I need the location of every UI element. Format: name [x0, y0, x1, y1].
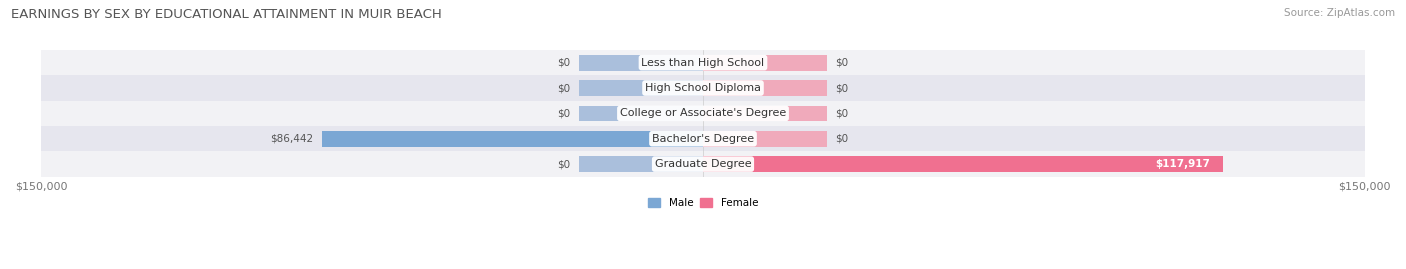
Text: $0: $0: [835, 58, 848, 68]
Legend: Male, Female: Male, Female: [644, 194, 762, 212]
Bar: [703, 55, 827, 70]
Text: High School Diploma: High School Diploma: [645, 83, 761, 93]
Text: $0: $0: [835, 108, 848, 118]
Text: $86,442: $86,442: [270, 134, 312, 144]
Bar: [322, 131, 703, 147]
Text: $117,917: $117,917: [1156, 159, 1211, 169]
Text: $0: $0: [558, 83, 571, 93]
Text: $0: $0: [835, 83, 848, 93]
Text: $0: $0: [558, 159, 571, 169]
Text: EARNINGS BY SEX BY EDUCATIONAL ATTAINMENT IN MUIR BEACH: EARNINGS BY SEX BY EDUCATIONAL ATTAINMEN…: [11, 8, 441, 21]
Text: $0: $0: [558, 108, 571, 118]
Bar: [703, 131, 827, 147]
Text: Source: ZipAtlas.com: Source: ZipAtlas.com: [1284, 8, 1395, 18]
Text: Graduate Degree: Graduate Degree: [655, 159, 751, 169]
Text: Less than High School: Less than High School: [641, 58, 765, 68]
Bar: [703, 80, 827, 96]
Bar: [703, 156, 1223, 172]
Bar: [703, 105, 827, 121]
Bar: [41, 126, 1365, 151]
Bar: [41, 101, 1365, 126]
Text: $0: $0: [558, 58, 571, 68]
Bar: [41, 151, 1365, 177]
Text: Bachelor's Degree: Bachelor's Degree: [652, 134, 754, 144]
Bar: [579, 80, 703, 96]
Bar: [41, 50, 1365, 75]
Bar: [41, 75, 1365, 101]
Bar: [579, 55, 703, 70]
Text: $0: $0: [835, 134, 848, 144]
Text: College or Associate's Degree: College or Associate's Degree: [620, 108, 786, 118]
Bar: [579, 156, 703, 172]
Bar: [579, 105, 703, 121]
